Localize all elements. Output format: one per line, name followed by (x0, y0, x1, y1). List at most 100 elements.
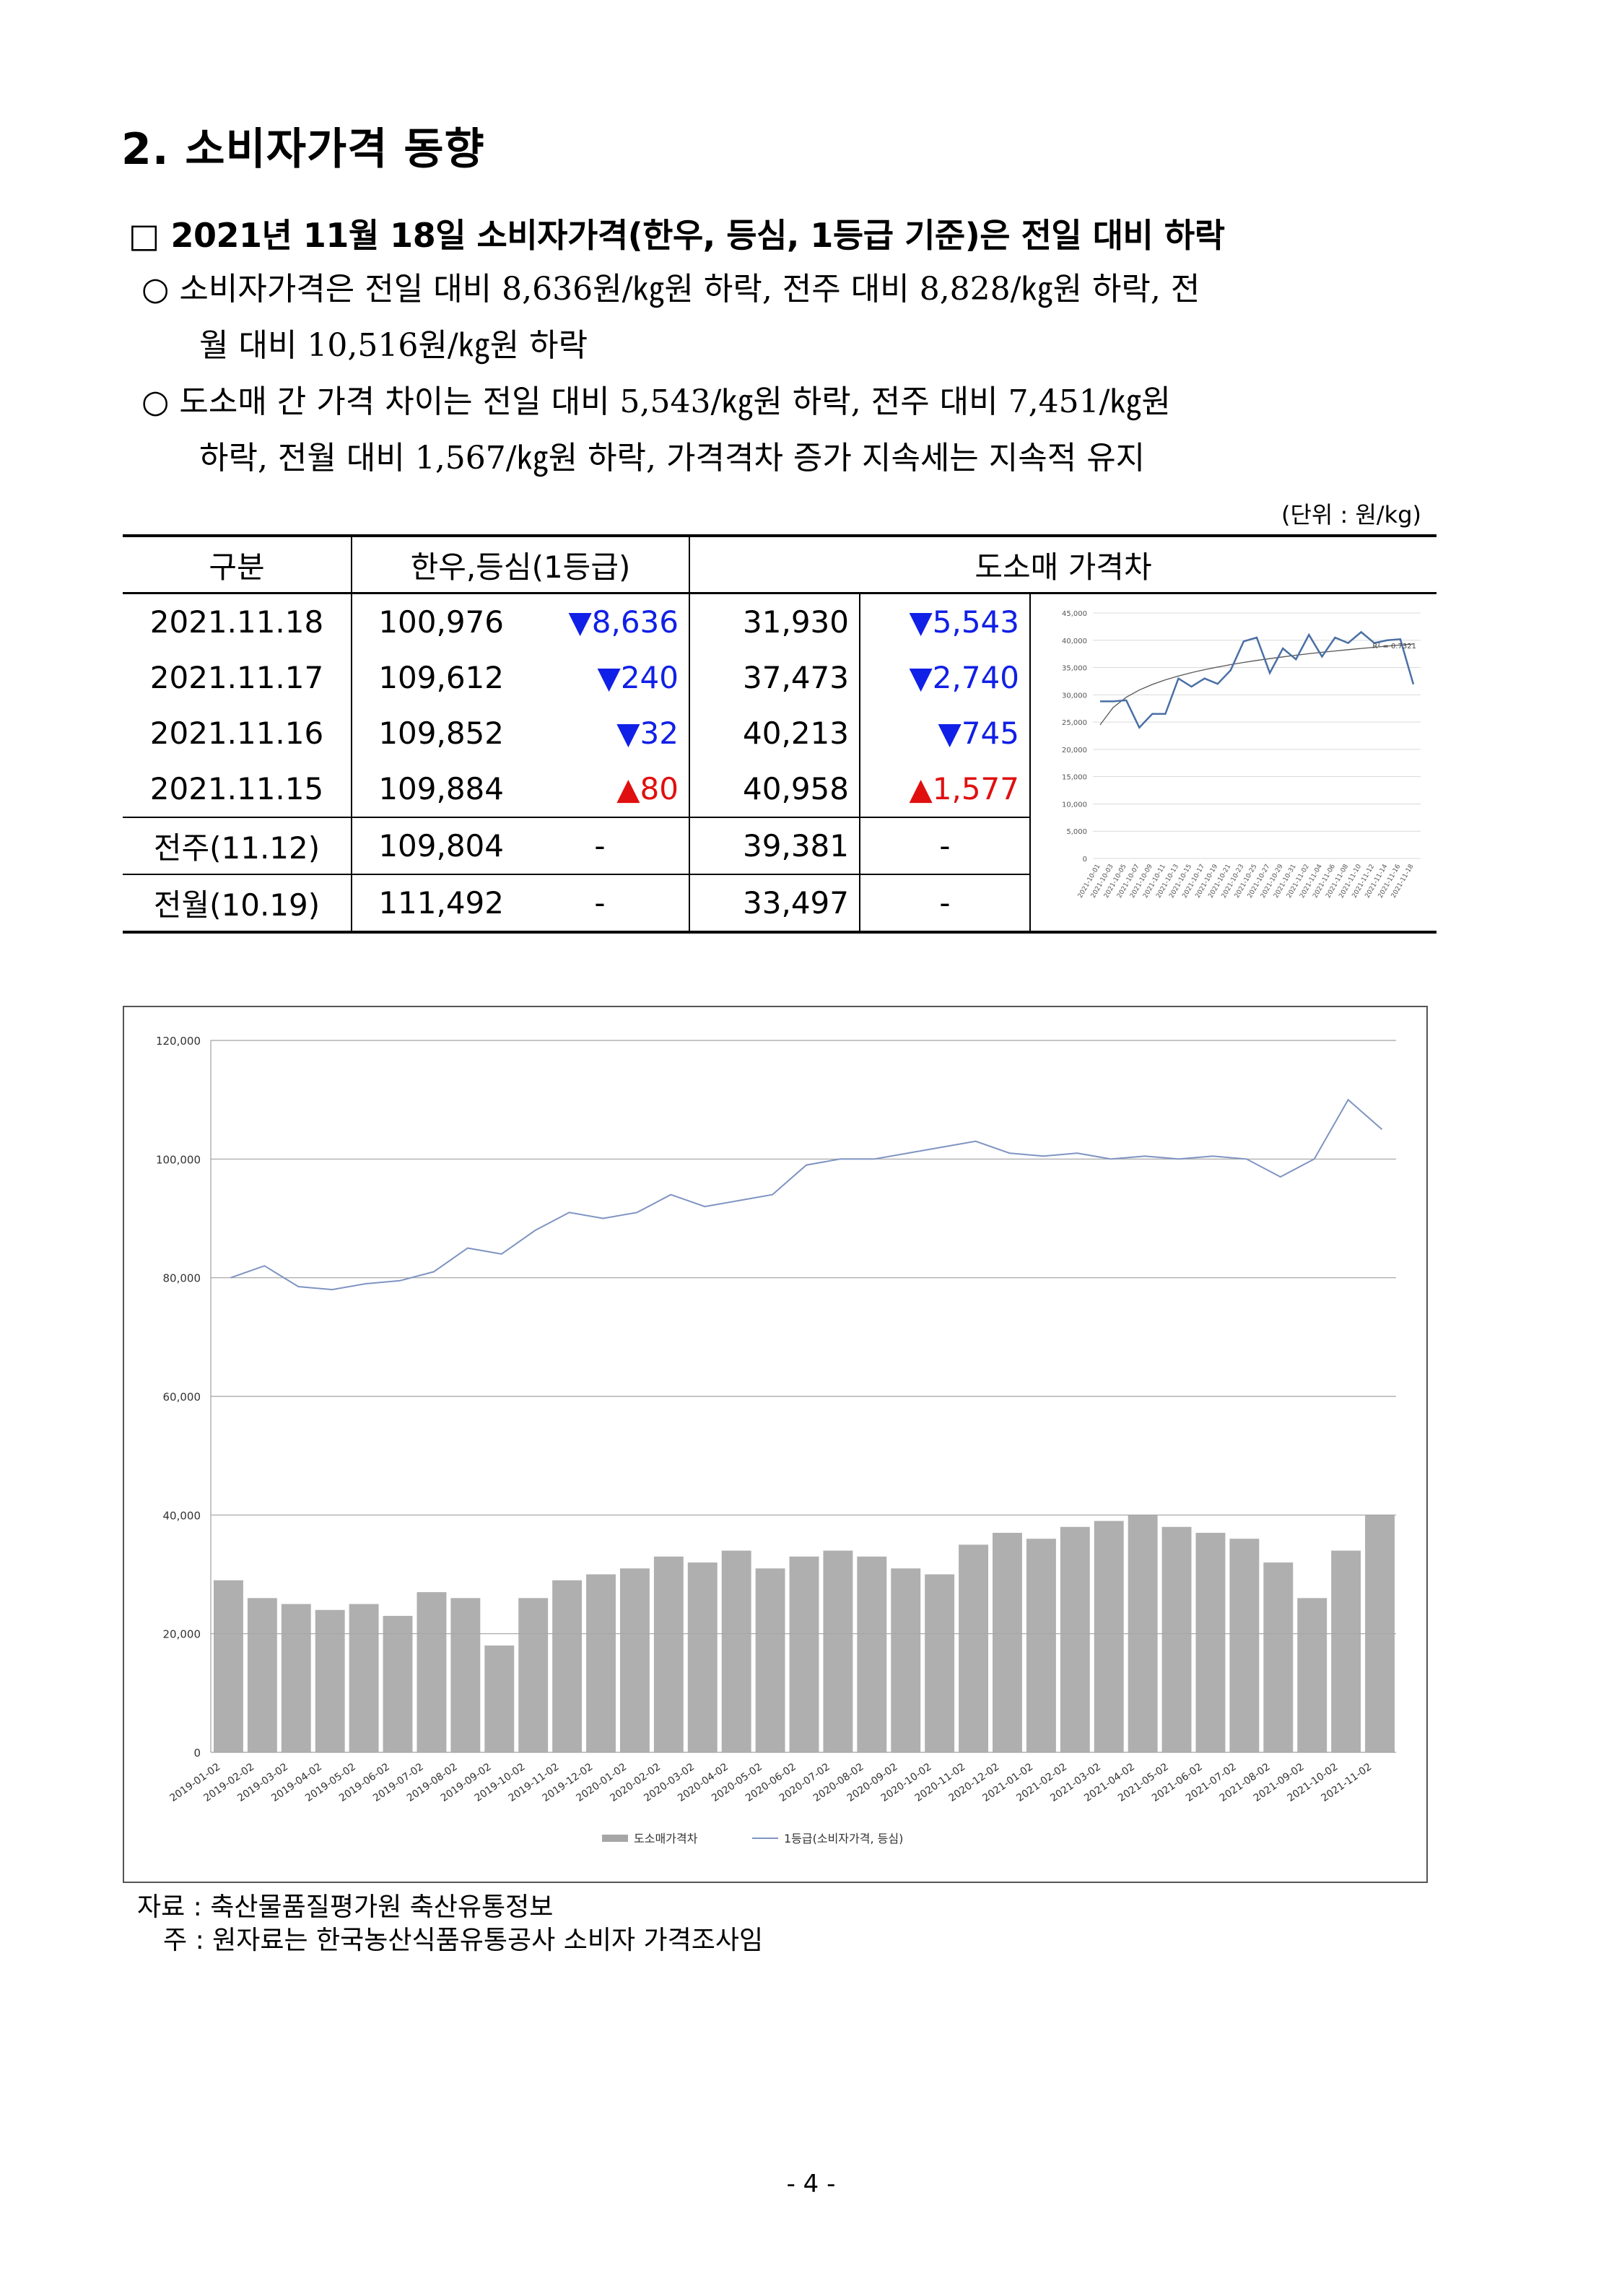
row-date: 2021.11.15 (123, 760, 352, 817)
series-line (1100, 630, 1415, 729)
bar-mark (484, 1645, 515, 1752)
row-price: 100,976 (378, 604, 504, 640)
bar-mark (925, 1574, 955, 1752)
bar-mark (959, 1544, 989, 1752)
row-gap: 40,213 (689, 705, 860, 761)
table-row: 2021.11.18 100,976 ▼8,636 31,930 ▼5,543 … (123, 593, 1436, 900)
legend-swatch-bar (602, 1835, 628, 1842)
y-tick-label: 40,000 (163, 1509, 201, 1522)
row-gap: 40,958 (689, 760, 860, 817)
main-chart-frame: 0 20,000 40,000 60,000 80,000 100,000 120,000 2… (123, 1006, 1428, 1883)
bullet-2-line-1: ○ 도소매 간 가격 차이는 전일 대비 5,543/㎏원 하락, 전주 대비 … (141, 383, 1171, 420)
bullet-1-line-2: 월 대비 10,516원/㎏원 하락 (199, 327, 588, 364)
row-price: 109,804 (378, 827, 504, 864)
bullet-2-line-2: 하락, 전월 대비 1,567/㎏원 하락, 가격격차 증가 지속세는 지속적 … (199, 440, 1146, 477)
row-price: 109,612 (378, 659, 504, 695)
y-tick-label: 100,000 (156, 1153, 201, 1166)
bar-mark (1161, 1526, 1192, 1752)
bar-mark (755, 1568, 785, 1752)
row-date: 전주(11.12) (123, 817, 352, 874)
bar-mark (1195, 1532, 1226, 1752)
table-row: 전주(11.12) 109,804 - 39,381 - (123, 817, 1436, 874)
bar-mark (857, 1556, 887, 1752)
row-price: 111,492 (378, 884, 504, 921)
row-gap-change: - (860, 874, 1031, 932)
unit-note: (단위 : 원/kg) (1281, 501, 1421, 529)
bar-mark (653, 1556, 684, 1752)
trendline (1099, 643, 1414, 726)
y-tick-label: 25,000 (1062, 719, 1087, 727)
bullet-1-line-1: ○ 소비자가격은 전일 대비 8,636원/㎏원 하락, 전주 대비 8,828… (141, 271, 1200, 308)
table-row: 2021.11.17 109,612 ▼240 37,473 ▼2,740 (123, 650, 1436, 705)
bar-mark (891, 1568, 921, 1752)
header-hanwoo: 한우,등심(1등급) (352, 536, 690, 593)
bar-mark (721, 1550, 751, 1752)
bar-mark (1060, 1526, 1090, 1752)
y-tick-label: 0 (1083, 856, 1087, 864)
row-price-change: ▼240 (511, 650, 690, 705)
bar-mark (789, 1556, 819, 1752)
trendline-label: R² = 0.7321 (1372, 643, 1416, 651)
bar-mark (586, 1574, 616, 1752)
bar-mark (281, 1604, 311, 1752)
y-tick-label: 35,000 (1062, 665, 1087, 673)
bar-mark (1128, 1515, 1158, 1752)
row-price-change: ▲80 (511, 760, 690, 817)
bar-mark (1094, 1521, 1124, 1752)
bar-mark (619, 1568, 650, 1752)
row-date: 2021.11.18 (123, 593, 352, 650)
y-tick-label: 10,000 (1062, 801, 1087, 809)
bar-mark (247, 1598, 277, 1752)
y-tick-label: 30,000 (1062, 692, 1087, 700)
bar-mark (823, 1550, 853, 1752)
bar-mark (383, 1616, 413, 1752)
bar-mark (417, 1592, 447, 1752)
row-price-change: ▼8,636 (511, 593, 690, 650)
y-tick-label: 45,000 (1062, 610, 1087, 618)
y-tick-label: 20,000 (1062, 747, 1087, 755)
y-tick-label: 80,000 (163, 1272, 201, 1285)
bar-mark (1331, 1550, 1361, 1752)
bar-mark (214, 1580, 243, 1752)
y-tick-label: 5,000 (1066, 828, 1087, 836)
mini-line-chart: 0 5,000 10,000 15,000 20,000 25,000 30,000 35,0… (1062, 610, 1421, 900)
y-tick-label: 20,000 (163, 1628, 201, 1641)
bar-mark (315, 1609, 345, 1752)
bar-mark (1229, 1539, 1260, 1752)
main-combo-chart: 020,00040,00060,00080,000100,000120,0002… (156, 1035, 1396, 1845)
legend-label-line: 1등급(소비자가격, 등심) (784, 1832, 903, 1845)
row-gap-change: ▼745 (860, 705, 1031, 761)
row-gap-change: ▲1,577 (860, 760, 1031, 817)
row-price: 109,852 (378, 715, 504, 751)
bar-mark (1263, 1562, 1294, 1752)
table-row: 2021.11.16 109,852 ▼32 40,213 ▼745 (123, 705, 1436, 761)
header-gap: 도소매 가격차 (974, 549, 1152, 585)
page-number: - 4 - (786, 2170, 836, 2199)
bar-mark (349, 1604, 379, 1752)
row-gap-change: - (860, 817, 1031, 874)
legend-label-bar: 도소매가격차 (634, 1832, 698, 1845)
row-gap: 39,381 (689, 817, 860, 874)
row-price: 109,884 (378, 770, 504, 806)
header-category: 구분 (123, 536, 352, 593)
bar-mark (1297, 1598, 1327, 1752)
bar-mark (1026, 1539, 1056, 1752)
headline: □ 2021년 11월 18일 소비자가격(한우, 등심, 1등급 기준)은 전… (128, 216, 1225, 255)
bar-mark (518, 1598, 549, 1752)
bar-mark (552, 1580, 583, 1752)
y-tick-label: 40,000 (1062, 638, 1087, 645)
row-gap-change: ▼2,740 (860, 650, 1031, 705)
row-price-change: - (511, 817, 690, 874)
price-table: 구분 한우,등심(1등급) 도소매 가격차 2021.11.18 100,976… (123, 534, 1436, 934)
y-tick-label: 15,000 (1062, 774, 1087, 782)
table-row: 전월(10.19) 111,492 - 33,497 - (123, 874, 1436, 932)
row-price-change: - (511, 874, 690, 932)
section-title: 2. 소비자가격 동향 (121, 124, 485, 175)
row-gap: 33,497 (689, 874, 860, 932)
table-row: 2021.11.15 109,884 ▲80 40,958 ▲1,577 (123, 760, 1436, 817)
row-gap: 37,473 (689, 650, 860, 705)
y-tick-label: 60,000 (163, 1391, 201, 1404)
series-line (230, 1098, 1383, 1291)
row-gap: 31,930 (689, 593, 860, 650)
mini-chart-cell: 0 5,000 10,000 15,000 20,000 25,000 30,000 35,0… (1030, 593, 1436, 933)
